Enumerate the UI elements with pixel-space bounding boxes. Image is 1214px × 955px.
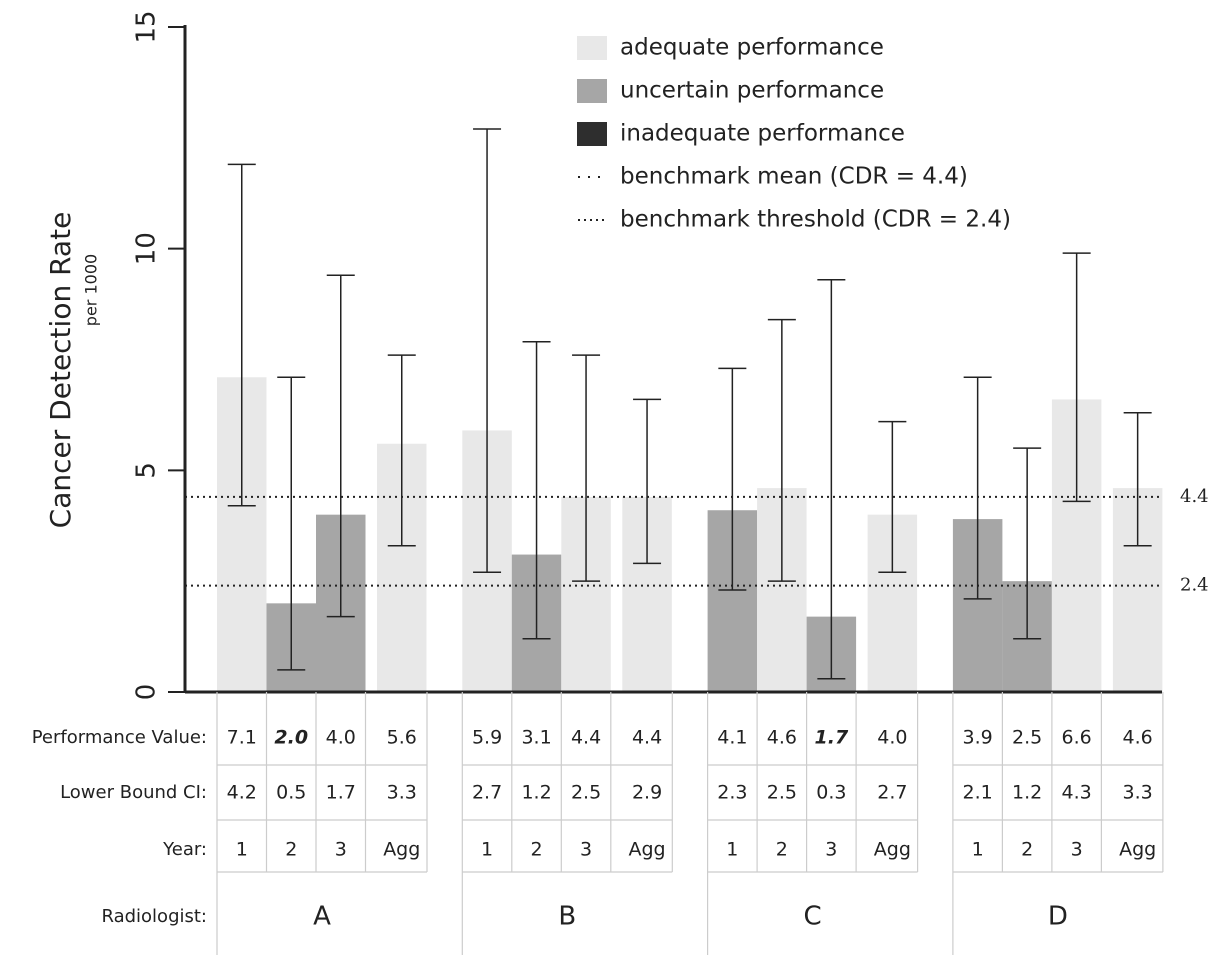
row-label: Lower Bound CI: — [60, 782, 207, 803]
y-tick-label: 0 — [132, 684, 162, 701]
y-tick-label: 5 — [132, 462, 162, 479]
year-label: Agg — [383, 839, 420, 861]
y-tick-label: 15 — [132, 10, 162, 43]
year-label: Agg — [874, 839, 911, 861]
performance-value: 5.9 — [472, 727, 502, 749]
performance-value: 1.7 — [815, 727, 849, 749]
year-label: 1 — [972, 839, 984, 861]
performance-value: 2.5 — [1012, 727, 1042, 749]
error-bar — [326, 274, 355, 618]
performance-value: 4.4 — [632, 727, 662, 749]
performance-value: 4.0 — [326, 727, 356, 749]
error-bar — [572, 354, 601, 582]
lower-bound: 0.5 — [276, 782, 306, 804]
lower-bound: 0.3 — [816, 782, 846, 804]
lower-bound: 1.7 — [326, 782, 356, 804]
lower-bound: 3.3 — [1123, 782, 1153, 804]
y-axis-sublabel: per 1000 — [82, 254, 101, 326]
legend-label: adequate performance — [620, 35, 884, 61]
performance-value: 3.9 — [963, 727, 993, 749]
legend-label: benchmark mean (CDR = 4.4) — [620, 164, 968, 190]
year-label: 2 — [1021, 839, 1033, 861]
year-label: Agg — [628, 839, 665, 861]
performance-value: 5.6 — [387, 727, 417, 749]
error-bar — [633, 398, 662, 565]
y-axis-label: Cancer Detection Rate — [44, 212, 77, 529]
lower-bound: 2.1 — [963, 782, 993, 804]
year-label: 1 — [726, 839, 738, 861]
lower-bound: 1.2 — [1012, 782, 1042, 804]
year-label: 2 — [285, 839, 297, 861]
lower-bound: 1.2 — [521, 782, 551, 804]
performance-value: 4.4 — [571, 727, 601, 749]
year-label: 3 — [825, 839, 837, 861]
performance-value: 2.0 — [274, 727, 308, 749]
lower-bound: 2.7 — [877, 782, 907, 804]
lower-bound: 3.3 — [387, 782, 417, 804]
lower-bound: 4.2 — [227, 782, 257, 804]
error-bar — [387, 354, 416, 547]
error-bar — [473, 128, 502, 574]
lower-bound: 2.7 — [472, 782, 502, 804]
y-tick-label: 10 — [132, 232, 162, 265]
error-bar — [817, 278, 846, 680]
performance-value: 3.1 — [521, 727, 551, 749]
legend-swatch — [577, 36, 607, 60]
year-label: 3 — [1071, 839, 1083, 861]
error-bar — [277, 376, 306, 671]
error-bar — [1013, 447, 1042, 640]
group-label: B — [558, 902, 576, 932]
error-bar — [1123, 411, 1152, 547]
error-bar — [522, 341, 551, 640]
lower-bound: 2.5 — [767, 782, 797, 804]
year-label: Agg — [1119, 839, 1156, 861]
benchmark-label: 4.4 — [1180, 486, 1209, 507]
group-label: C — [804, 902, 822, 932]
legend-swatch — [577, 122, 607, 146]
error-bar — [227, 163, 256, 507]
lower-bound: 2.3 — [717, 782, 747, 804]
error-bar — [718, 367, 747, 591]
year-label: 1 — [236, 839, 248, 861]
row-label: Performance Value: — [32, 727, 207, 748]
year-label: 2 — [776, 839, 788, 861]
benchmark-label: 2.4 — [1180, 575, 1209, 596]
error-bar — [1062, 252, 1091, 503]
error-bar — [963, 376, 992, 600]
error-bar — [878, 420, 907, 574]
year-label: 3 — [335, 839, 347, 861]
performance-value: 4.0 — [877, 727, 907, 749]
error-bar — [767, 318, 796, 582]
row-label: Radiologist: — [101, 906, 207, 927]
group-label: A — [313, 902, 331, 932]
year-label: 2 — [531, 839, 543, 861]
lower-bound: 2.9 — [632, 782, 662, 804]
group-label: D — [1048, 902, 1068, 932]
legend-swatch — [577, 79, 607, 103]
legend-label: benchmark threshold (CDR = 2.4) — [620, 207, 1011, 233]
year-label: 1 — [481, 839, 493, 861]
performance-value: 4.1 — [717, 727, 747, 749]
performance-value: 4.6 — [1123, 727, 1153, 749]
legend-label: inadequate performance — [620, 121, 905, 147]
performance-value: 7.1 — [227, 727, 257, 749]
lower-bound: 2.5 — [571, 782, 601, 804]
legend-label: uncertain performance — [620, 78, 884, 104]
year-label: 3 — [580, 839, 592, 861]
row-label: Year: — [162, 839, 207, 860]
lower-bound: 4.3 — [1062, 782, 1092, 804]
performance-value: 4.6 — [767, 727, 797, 749]
performance-value: 6.6 — [1062, 727, 1092, 749]
